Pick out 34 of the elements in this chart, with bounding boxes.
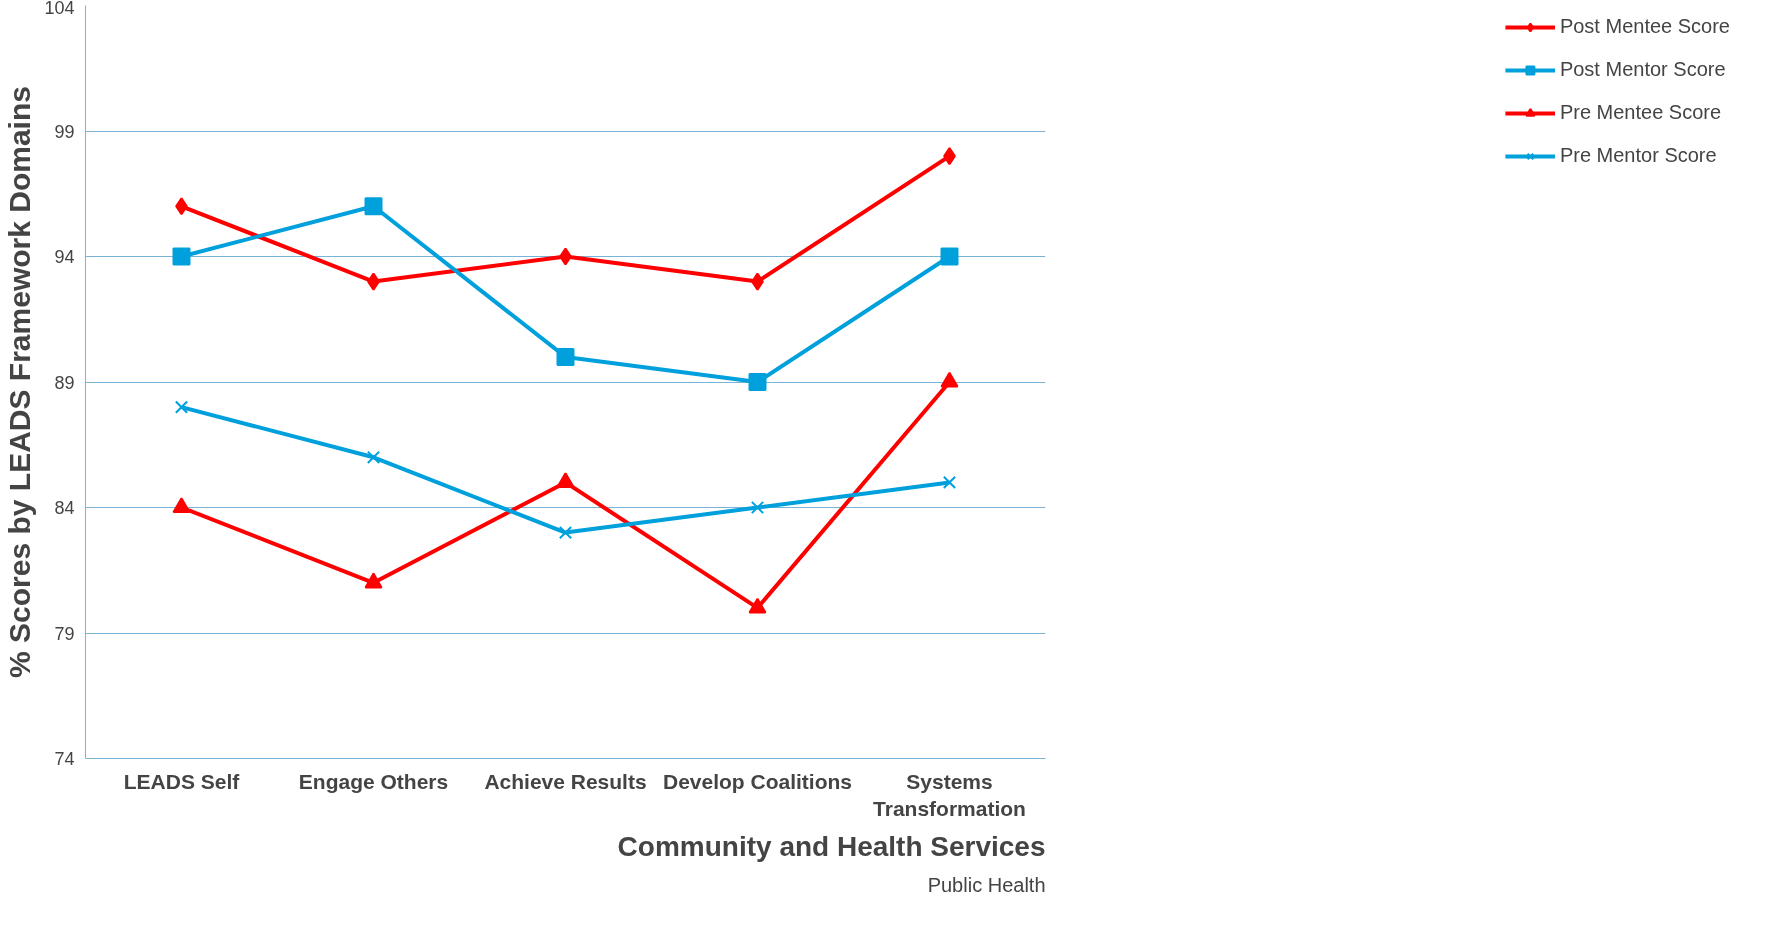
text: Public Health <box>927 873 1046 896</box>
point <box>556 472 575 489</box>
x-tick-label: Develop Coalitions <box>662 769 853 793</box>
legend-label: Pre Mentee Score <box>1559 101 1722 124</box>
y-tick-label: 79 <box>54 623 75 644</box>
x-tick-label: Systems Transformation <box>873 769 1026 821</box>
point <box>748 597 767 614</box>
point <box>558 525 573 540</box>
point <box>364 572 383 589</box>
y-tick-label: 99 <box>54 121 75 142</box>
x-tick-label: Achieve Results <box>484 769 647 793</box>
point <box>556 347 575 366</box>
point <box>942 475 957 490</box>
y-tick-label: 94 <box>54 247 75 267</box>
x-tick-label: Engage Others <box>298 769 449 793</box>
point <box>364 197 383 216</box>
point <box>748 373 767 391</box>
text: Community and Health Services <box>617 830 1046 862</box>
point <box>174 400 189 414</box>
y-tick-label: 74 <box>54 749 75 769</box>
point <box>172 497 191 514</box>
legend-label: Post Mentor Score <box>1559 58 1726 81</box>
legend-label: Post Mentee Score <box>1559 15 1730 38</box>
point <box>940 247 959 266</box>
y-tick-label: 104 <box>44 0 75 18</box>
x-tick-label: LEADS Self <box>123 769 241 793</box>
y-tick-label: 84 <box>54 498 75 518</box>
point <box>750 500 765 515</box>
y-tick-label: 89 <box>54 372 75 393</box>
point <box>172 247 191 266</box>
y-axis-title: % Scores by LEADS Framework Domains <box>3 86 37 678</box>
point <box>940 371 959 388</box>
point <box>366 450 381 464</box>
legend-label: Pre Mentor Score <box>1559 144 1717 167</box>
